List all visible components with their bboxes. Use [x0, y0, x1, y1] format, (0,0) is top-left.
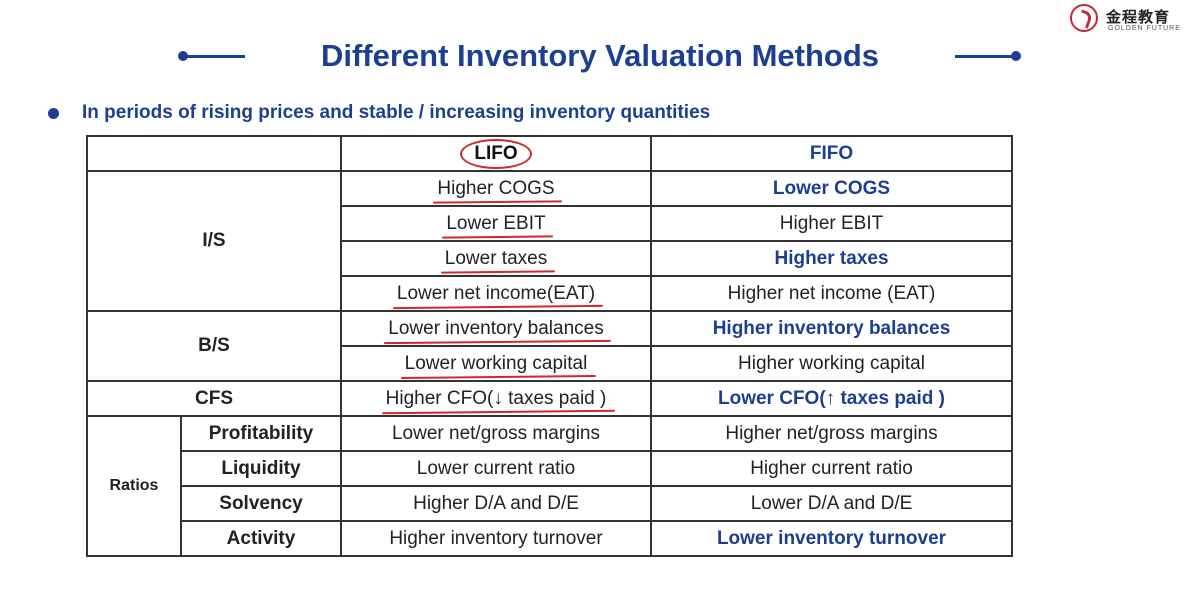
lifo-cell: Higher inventory turnover	[340, 520, 652, 557]
lifo-cell: Lower EBIT	[340, 205, 652, 242]
valuation-comparison-table: LIFO FIFO I/S Higher COGS Lower COGS Low…	[86, 135, 1013, 557]
group-ratios: Ratios	[86, 415, 182, 557]
group-income-statement: I/S	[86, 170, 342, 312]
table-row: Lower working capital Higher working cap…	[87, 345, 1013, 382]
fifo-cell: Higher working capital	[650, 345, 1013, 382]
table-row: Lower EBIT Higher EBIT	[87, 205, 1013, 242]
lifo-cell: Lower taxes	[340, 240, 652, 277]
group-cash-flow: CFS	[86, 380, 342, 417]
fifo-cell: Higher EBIT	[650, 205, 1013, 242]
table-row: Lower net income(EAT) Higher net income …	[87, 275, 1013, 312]
table-row: CFS Higher CFO(↓ taxes paid ) Lower CFO(…	[86, 380, 1013, 417]
lifo-cell: Higher CFO(↓ taxes paid )	[340, 380, 652, 417]
header-lifo: LIFO	[340, 135, 652, 172]
table-header-row: LIFO FIFO	[86, 135, 1013, 172]
title-decoration-line-left	[182, 55, 245, 58]
table-row: I/S Higher COGS Lower COGS	[86, 170, 1013, 312]
lifo-cell: Lower working capital	[340, 345, 652, 382]
slide-title: Different Inventory Valuation Methods	[320, 38, 880, 73]
group-balance-sheet: B/S	[86, 310, 342, 382]
logo-english-text: GOLDEN FUTURE	[1108, 25, 1181, 32]
bullet-text: In periods of rising prices and stable /…	[82, 102, 711, 123]
fifo-cell: Lower COGS	[650, 170, 1013, 207]
lifo-circle-annotation: LIFO	[460, 138, 532, 169]
table-row: Lower taxes Higher taxes	[87, 240, 1013, 277]
lifo-cell: Higher COGS	[340, 170, 652, 207]
fifo-cell: Lower CFO(↑ taxes paid )	[650, 380, 1013, 417]
header-fifo: FIFO	[650, 135, 1013, 172]
lifo-cell: Lower net income(EAT)	[340, 275, 652, 312]
ratio-label: Solvency	[180, 485, 342, 522]
ratio-label: Liquidity	[180, 450, 342, 487]
brand-logo: 金程教育 GOLDEN FUTURE	[1070, 4, 1195, 34]
lifo-cell: Lower net/gross margins	[340, 415, 652, 452]
title-decoration-dot-right	[1011, 51, 1021, 61]
fifo-cell: Higher inventory balances	[650, 310, 1013, 347]
table-row: Solvency Higher D/A and D/E Lower D/A an…	[87, 485, 1013, 522]
bullet-icon	[48, 108, 59, 119]
fifo-cell: Higher current ratio	[650, 450, 1013, 487]
fifo-cell: Higher net income (EAT)	[650, 275, 1013, 312]
table-row: Ratios Profitability Lower net/gross mar…	[86, 415, 1013, 557]
ratio-label: Profitability	[180, 415, 342, 452]
lifo-cell: Lower inventory balances	[340, 310, 652, 347]
fifo-cell: Higher net/gross margins	[650, 415, 1013, 452]
lifo-cell: Lower current ratio	[340, 450, 652, 487]
fifo-cell: Lower inventory turnover	[650, 520, 1013, 557]
table-row: B/S Lower inventory balances Higher inve…	[86, 310, 1013, 382]
table-row: Liquidity Lower current ratio Higher cur…	[87, 450, 1013, 487]
header-blank-cell	[86, 135, 342, 172]
ratio-label: Activity	[180, 520, 342, 557]
logo-seal-icon	[1070, 4, 1098, 32]
logo-chinese-text: 金程教育	[1106, 9, 1171, 26]
lifo-cell: Higher D/A and D/E	[340, 485, 652, 522]
table-row: Activity Higher inventory turnover Lower…	[87, 520, 1013, 557]
fifo-cell: Higher taxes	[650, 240, 1013, 277]
fifo-cell: Lower D/A and D/E	[650, 485, 1013, 522]
title-decoration-line-right	[955, 55, 1018, 58]
